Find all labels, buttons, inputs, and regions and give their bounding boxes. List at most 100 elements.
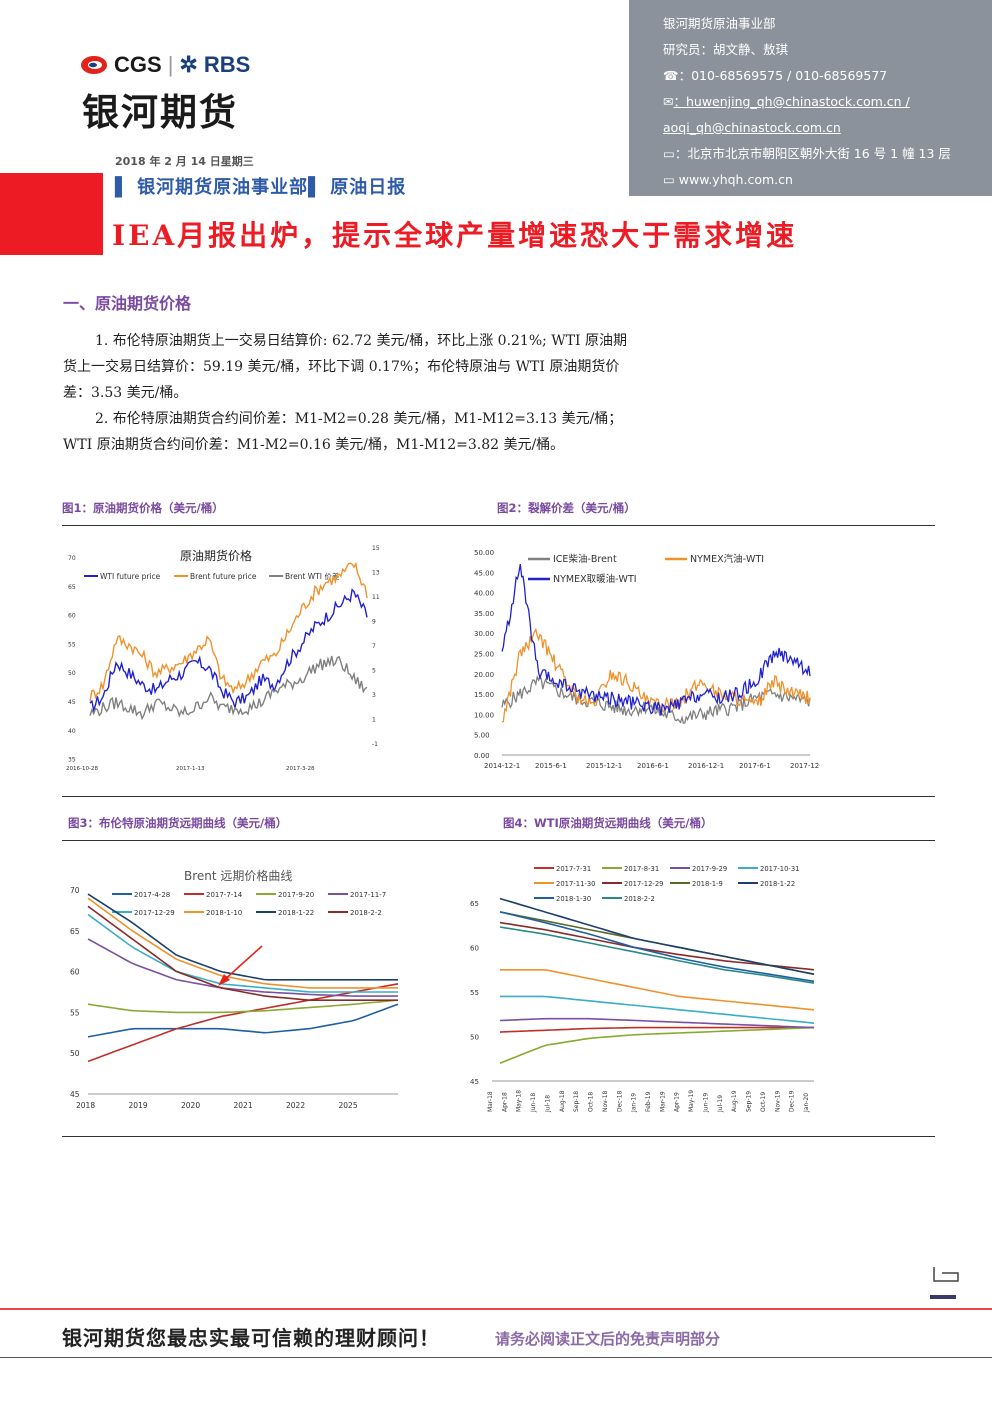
x-tick-label: 2017-3-28 xyxy=(286,766,315,772)
headline: IEA月报出炉，提示全球产量增速恐大于需求增速 xyxy=(112,219,798,252)
figure-1-title: 图1：原油期货价格（美元/桶） xyxy=(62,501,224,515)
figure-4-title: 图4：WTI原油期货远期曲线（美元/桶） xyxy=(503,816,713,830)
info-phone: ：010-68569575 / 010-68569577 xyxy=(678,68,888,83)
x-tick-label: May-18 xyxy=(516,1090,523,1112)
x-tick-label: 2016-6-1 xyxy=(637,762,669,770)
x-tick-label: Mar-18 xyxy=(487,1091,494,1112)
x-tick-label: 2018 xyxy=(76,1101,95,1110)
legend-label: 2017-9-20 xyxy=(278,891,314,899)
series-line xyxy=(87,905,398,1001)
cgs-logo-icon xyxy=(81,56,107,74)
x-tick-label: Dec-18 xyxy=(616,1090,623,1112)
y-tick-label: 30.00 xyxy=(474,630,494,638)
x-tick-label: 2017-1-13 xyxy=(176,766,205,772)
x-tick-label: 2025 xyxy=(339,1101,358,1110)
series-line xyxy=(87,1003,399,1038)
chart-title: 原油期货价格 xyxy=(180,548,252,563)
legend-label: 2018-1-30 xyxy=(556,895,591,903)
x-tick-label: 2015-6-1 xyxy=(535,762,567,770)
x-tick-label: Apr-18 xyxy=(501,1092,508,1112)
series-line xyxy=(500,969,815,1011)
y-tick-label: 50.00 xyxy=(474,549,494,557)
brand-logo: CGS | ✲ RBS xyxy=(80,52,250,78)
legend-label: 2018-2-2 xyxy=(624,895,655,903)
footer-bottom-rule xyxy=(0,1357,992,1358)
y-tick-label: 13 xyxy=(372,570,380,577)
x-tick-label: May-19 xyxy=(688,1090,695,1112)
y-tick-label: 20.00 xyxy=(474,671,494,679)
legend-label: 2017-10-31 xyxy=(760,865,800,873)
report-type: 原油日报 xyxy=(330,177,407,198)
series-line xyxy=(499,921,815,971)
legend-label: 2017-12-29 xyxy=(134,909,175,917)
info-website[interactable]: www.yhqh.com.cn xyxy=(678,172,793,187)
legend-label: Brent future price xyxy=(190,572,257,581)
x-tick-label: Mar-19 xyxy=(659,1091,666,1112)
footer-disclaimer: 请务必阅读正文后的免责声明部分 xyxy=(495,1330,721,1348)
divider xyxy=(62,1136,935,1137)
legend-label: 2017-4-28 xyxy=(134,891,170,899)
y-tick-label: 0.00 xyxy=(474,752,490,760)
legend-label: 2017-8-31 xyxy=(624,865,659,873)
report-date: 2018 年 2 月 14 日星期三 xyxy=(115,155,254,168)
series-line xyxy=(499,911,815,983)
series-line xyxy=(499,1026,815,1064)
logo-chinese: 银河期货 xyxy=(82,91,238,134)
dept-title: ▌ 银河期货原油事业部▌ 原油日报 xyxy=(115,177,407,198)
x-tick-label: Aug-19 xyxy=(731,1090,738,1112)
series-line xyxy=(501,563,811,716)
chart-title: Brent 远期价格曲线 xyxy=(184,868,292,883)
y-tick-label: 65 xyxy=(68,584,76,591)
series-line xyxy=(87,897,398,989)
series-line xyxy=(89,561,368,702)
y-tick-label: 55 xyxy=(68,641,76,648)
y-tick-label: 15.00 xyxy=(474,691,494,699)
y-tick-label: 50 xyxy=(470,1034,479,1042)
x-tick-label: 2021 xyxy=(234,1101,253,1110)
y-tick-label: 25.00 xyxy=(474,651,494,659)
divider xyxy=(62,840,935,841)
annotation-arrow xyxy=(221,945,263,983)
legend-label: NYMEX汽油-WTI xyxy=(690,553,764,565)
y-tick-label: 1 xyxy=(372,717,376,724)
legend-label: ICE柴油-Brent xyxy=(553,553,617,565)
y-tick-label: 3 xyxy=(372,692,376,699)
legend-label: WTI future price xyxy=(100,572,161,581)
y-tick-label: -1 xyxy=(372,741,378,748)
mail-icon: ✉ xyxy=(663,94,674,109)
series-line xyxy=(87,938,398,997)
y-tick-label: 65 xyxy=(70,927,80,936)
y-tick-label: 15 xyxy=(372,545,380,552)
x-tick-label: 2015-12-1 xyxy=(586,762,622,770)
series-line xyxy=(499,1017,815,1029)
chart-crude-price: 原油期货价格 WTI future price Brent future pric… xyxy=(66,545,380,772)
y-tick-label: 40.00 xyxy=(474,590,494,598)
series-line xyxy=(499,1026,814,1033)
y-tick-label: 45.00 xyxy=(474,569,494,577)
x-tick-label: Jun-19 xyxy=(702,1093,709,1113)
y-tick-label: 70 xyxy=(70,886,80,895)
info-email1[interactable]: ：huwenjing_qh@chinastock.com.cn / xyxy=(673,94,910,109)
x-tick-label: 2017-6-1 xyxy=(739,762,771,770)
legend-label: 2017-7-14 xyxy=(206,891,243,899)
x-tick-label: Jul-19 xyxy=(717,1095,724,1113)
chart-crack-spread: 50.00 45.00 40.00 35.00 30.00 25.00 20.00 15.00… xyxy=(474,549,820,770)
y-tick-label: 5 xyxy=(372,668,376,675)
chart-wti-forward-curve: 65 60 55 50 45 Mar-18 Apr-18 May-18 Jun-18 Jul-18… xyxy=(470,865,815,1113)
x-tick-label: 2020 xyxy=(181,1101,200,1110)
annotation-arrowhead xyxy=(218,974,230,986)
legend-label: 2018-2-2 xyxy=(350,909,382,917)
legend-label: Brent WTI 价差 xyxy=(285,571,340,581)
x-tick-label: Aug-18 xyxy=(559,1090,566,1112)
x-tick-label: Nov-19 xyxy=(774,1090,781,1112)
x-tick-label: 2016-10-28 xyxy=(66,766,98,772)
y-tick-label: 35 xyxy=(68,757,76,764)
paragraph-1: 1. 布伦特原油期货上一交易日结算价: 62.72 美元/桶，环比上涨 0.21… xyxy=(63,333,628,401)
x-tick-label: 2019 xyxy=(129,1101,148,1110)
y-tick-label: 50 xyxy=(68,670,76,677)
x-tick-label: Feb-19 xyxy=(645,1091,652,1112)
contact-panel: 银河期货原油事业部 研究员：胡文静、敖琪 ☎：010-68569575 / 01… xyxy=(629,0,992,196)
book-icon: ▭ xyxy=(663,146,675,161)
legend-label: 2017-11-30 xyxy=(556,880,596,888)
info-email2[interactable]: aoqi_qh@chinastock.com.cn xyxy=(663,120,841,135)
